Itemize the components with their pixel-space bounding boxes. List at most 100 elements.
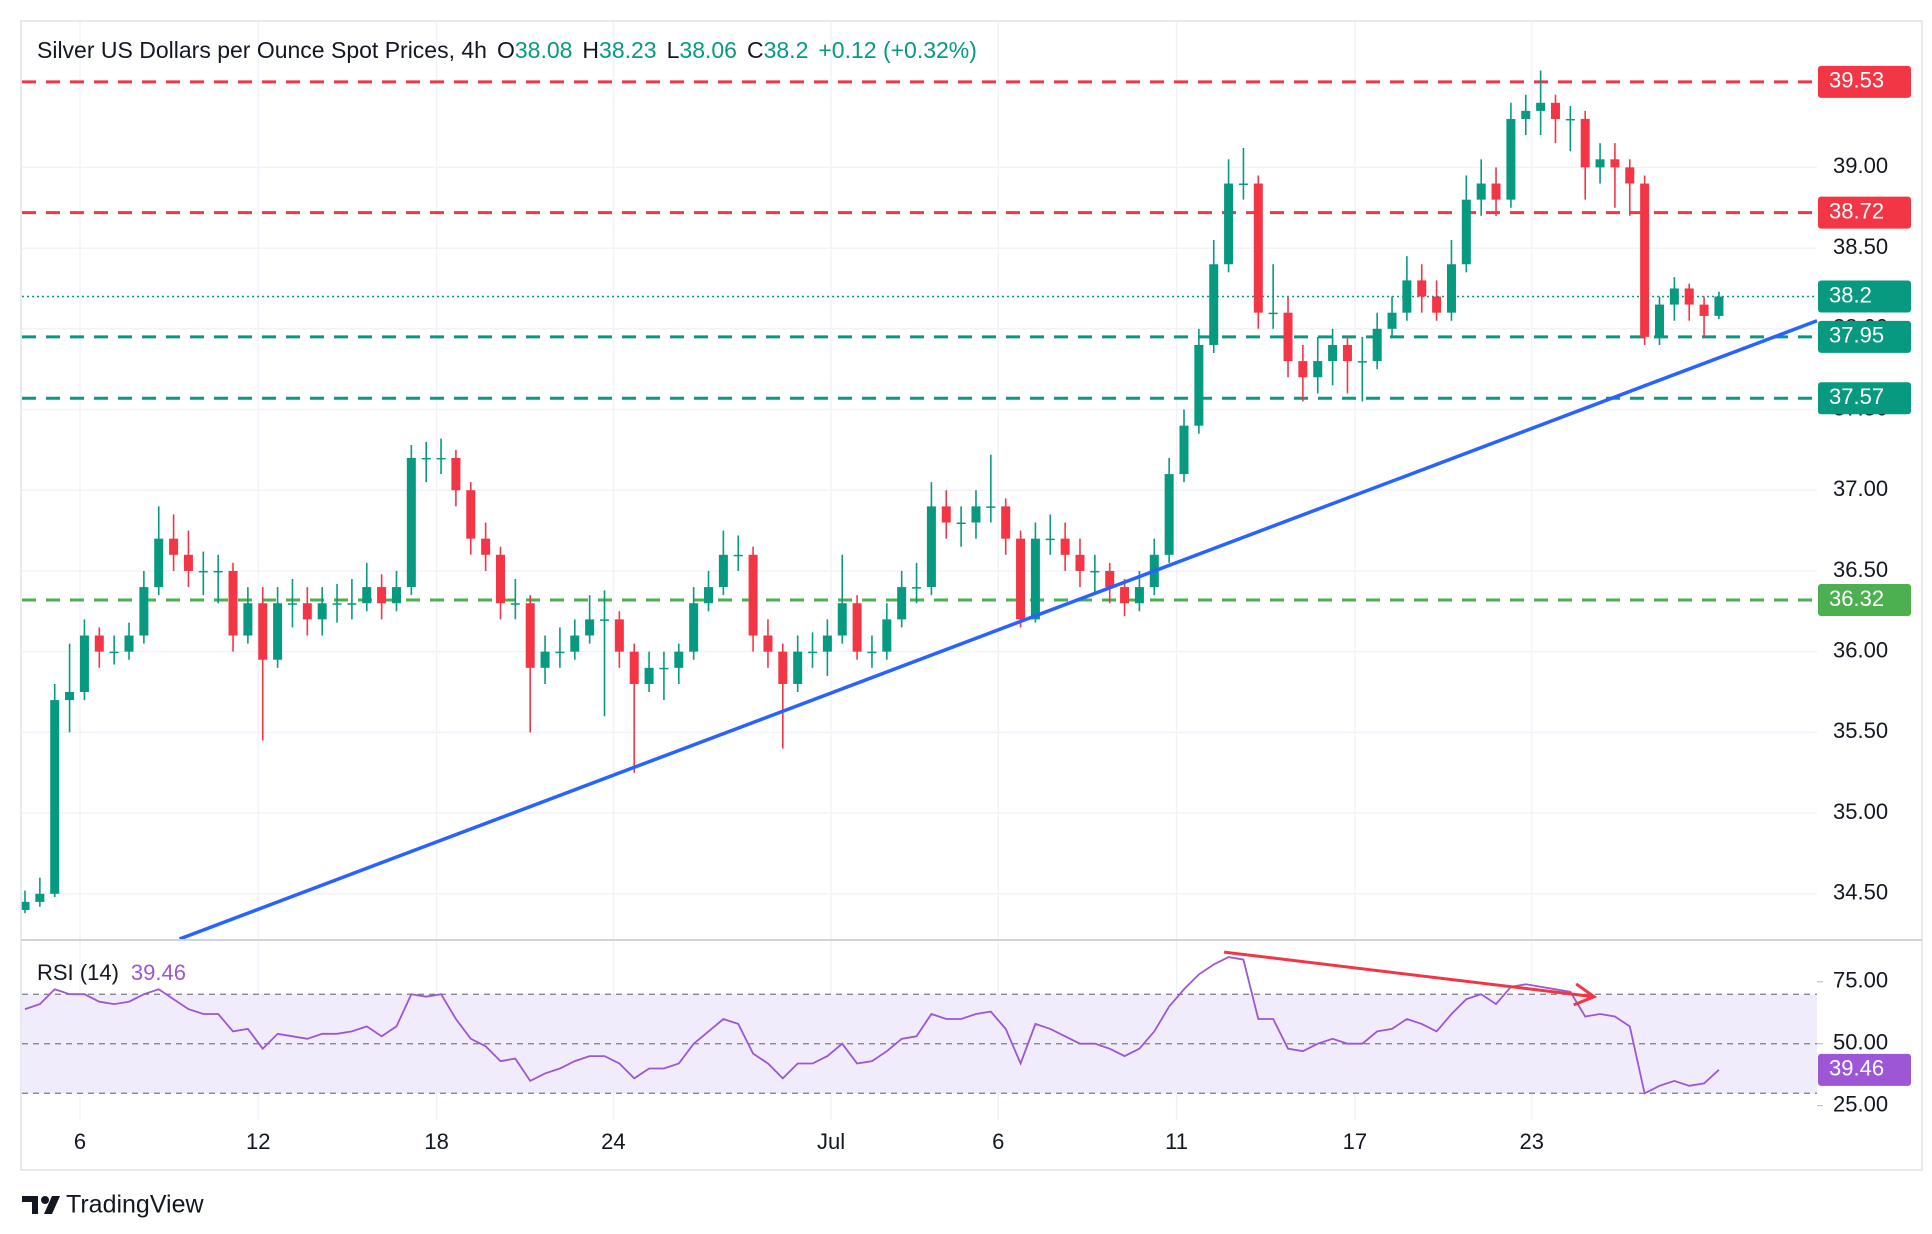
level-label: 36.32 bbox=[1829, 586, 1884, 611]
candle-body bbox=[35, 893, 45, 902]
candle-body bbox=[1209, 264, 1219, 345]
candle-body bbox=[50, 700, 60, 894]
candle-body bbox=[1446, 264, 1456, 313]
candle-body bbox=[674, 651, 684, 668]
candle-body bbox=[1714, 296, 1724, 316]
candle-body bbox=[79, 635, 89, 693]
price-box bbox=[1818, 280, 1911, 313]
candle-body bbox=[332, 603, 342, 605]
candle-body bbox=[1654, 304, 1664, 337]
candle-body bbox=[1342, 344, 1352, 362]
price-label: 38.2 bbox=[1829, 282, 1872, 307]
chart-border bbox=[20, 20, 1923, 1171]
candle-body bbox=[481, 538, 491, 555]
candle-body bbox=[659, 667, 669, 670]
candle-body bbox=[600, 619, 610, 621]
candle-body bbox=[421, 457, 431, 460]
x-tick-label: 12 bbox=[246, 1129, 270, 1154]
candle-body bbox=[986, 506, 996, 508]
x-tick-label: 6 bbox=[992, 1129, 1004, 1154]
candle-body bbox=[897, 587, 907, 620]
ohlc-value: 38.06 bbox=[679, 37, 737, 63]
candle-body bbox=[912, 587, 922, 589]
y-tick-label: 36.00 bbox=[1833, 637, 1888, 662]
candle-body bbox=[183, 554, 193, 571]
y-tick-label: 38.50 bbox=[1833, 234, 1888, 259]
candle-body bbox=[763, 635, 773, 652]
logo-slash bbox=[44, 1196, 60, 1214]
candle-body bbox=[837, 603, 847, 636]
candle-body bbox=[1090, 570, 1100, 573]
ohlc-prefix: H bbox=[582, 37, 599, 63]
grid-layer bbox=[22, 22, 1817, 1120]
x-tick-label: Jul bbox=[817, 1129, 845, 1154]
candle-body bbox=[1640, 183, 1650, 337]
candle-body bbox=[1580, 118, 1590, 168]
candle-body bbox=[377, 587, 387, 604]
rsi-name: RSI (14) bbox=[37, 960, 119, 985]
candle-body bbox=[302, 603, 312, 620]
candle-body bbox=[644, 667, 654, 684]
candle-body bbox=[570, 635, 580, 652]
overlay-layer bbox=[178, 319, 1818, 1007]
candle-body bbox=[466, 490, 476, 539]
candle-body bbox=[1060, 538, 1070, 555]
candle-body bbox=[956, 522, 966, 525]
candle-body bbox=[495, 554, 505, 604]
candle-body bbox=[362, 587, 372, 604]
candle-body bbox=[1238, 183, 1248, 186]
candle-body bbox=[793, 651, 803, 684]
rsi-value-label: 39.46 bbox=[1829, 1056, 1884, 1081]
candle-body bbox=[1253, 183, 1263, 313]
rsi-tick-label: 75.00 bbox=[1833, 968, 1888, 993]
candle-body bbox=[1283, 312, 1293, 362]
candle-body bbox=[1699, 304, 1709, 316]
candle-body bbox=[1491, 183, 1501, 200]
candle-body bbox=[778, 651, 788, 684]
candle-body bbox=[614, 619, 624, 652]
brand-logo: TradingView bbox=[22, 1191, 205, 1219]
candle-body bbox=[540, 651, 550, 668]
level-label: 38.72 bbox=[1829, 198, 1884, 223]
candle-body bbox=[139, 587, 149, 636]
candle-body bbox=[258, 603, 268, 660]
candle-body bbox=[1432, 296, 1442, 313]
arrow-head bbox=[1573, 982, 1598, 1007]
candle-body bbox=[287, 603, 297, 605]
candle-body bbox=[867, 651, 877, 654]
candle-body bbox=[317, 603, 327, 620]
candle-body bbox=[1045, 538, 1055, 541]
candle-body bbox=[1224, 183, 1234, 265]
y-tick-label: 39.00 bbox=[1833, 153, 1888, 178]
candle-body bbox=[1506, 118, 1516, 200]
candle-body bbox=[65, 692, 75, 701]
candle-body bbox=[169, 538, 179, 555]
ohlc-value: 38.08 bbox=[515, 37, 573, 63]
candle-body bbox=[1075, 554, 1085, 571]
candle-body bbox=[1179, 425, 1189, 475]
y-tick-label: 37.00 bbox=[1833, 476, 1888, 501]
axis-layer: 6121824Jul611172339.0038.5038.0037.5037.… bbox=[74, 65, 1911, 1154]
candle-body bbox=[1402, 280, 1412, 313]
candle-body bbox=[1268, 312, 1278, 315]
candle-body bbox=[1476, 183, 1486, 200]
candle-body bbox=[689, 603, 699, 652]
x-tick-label: 17 bbox=[1343, 1129, 1367, 1154]
candle-body bbox=[1030, 538, 1040, 620]
candle-body bbox=[1313, 361, 1323, 378]
y-tick-label: 35.50 bbox=[1833, 718, 1888, 743]
candle-body bbox=[704, 587, 714, 604]
candle-body bbox=[733, 554, 743, 557]
candle-body bbox=[555, 651, 565, 654]
chart-title: Silver US Dollars per Ounce Spot Prices,… bbox=[37, 37, 487, 63]
candle-body bbox=[213, 570, 223, 573]
candle-body bbox=[1595, 159, 1605, 168]
x-tick-label: 11 bbox=[1165, 1129, 1188, 1154]
candle-body bbox=[1001, 506, 1011, 539]
candle-body bbox=[971, 506, 981, 523]
rsi-tick-label: 50.00 bbox=[1833, 1030, 1888, 1055]
ohlc-value: 38.2 bbox=[764, 37, 809, 63]
candle-body bbox=[1016, 538, 1026, 620]
candle-body bbox=[1372, 328, 1382, 362]
candle-body bbox=[1194, 344, 1204, 426]
